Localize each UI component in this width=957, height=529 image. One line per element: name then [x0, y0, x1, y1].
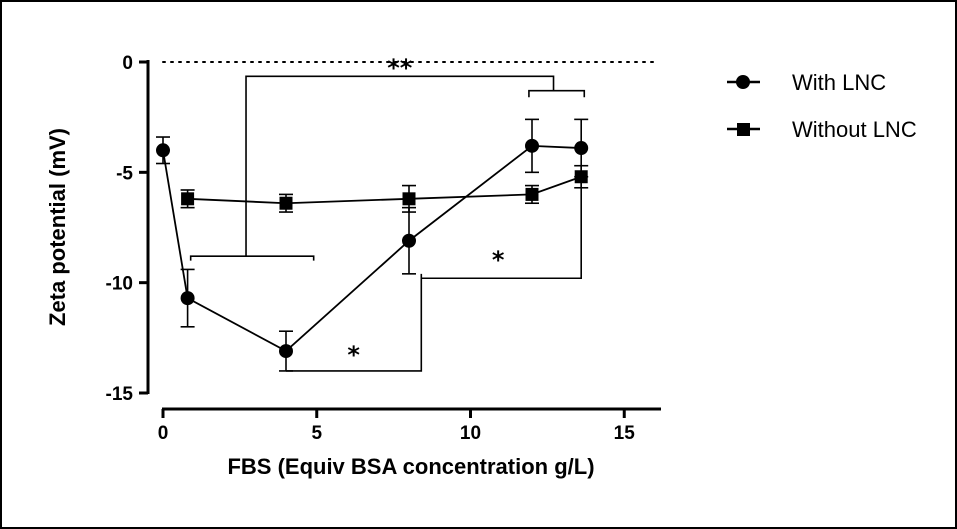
bracket-left-group [189, 255, 315, 261]
x-tick-label: 5 [311, 423, 322, 444]
data-series [156, 118, 589, 372]
x-tick-label: 10 [460, 423, 481, 444]
y-axis-ticks: 0 -5 -10 -15 [106, 53, 148, 405]
significance-mark: ** [387, 54, 413, 82]
data-point-circle [402, 233, 416, 248]
x-axis-ticks: 0 5 10 15 [158, 409, 636, 444]
legend-label-with-lnc: With LNC [792, 70, 886, 95]
data-point-square [279, 196, 293, 210]
y-axis-title: Zeta potential (mV) [45, 128, 70, 326]
significance-mark: * [347, 341, 360, 369]
y-tick-label: 0 [122, 53, 133, 74]
significance-mark: * [492, 246, 505, 274]
data-point-circle [574, 141, 589, 156]
bracket-top [245, 75, 555, 257]
legend-circle-marker-icon [736, 75, 750, 89]
x-tick-label: 0 [158, 423, 169, 444]
y-tick-label: -5 [116, 163, 133, 184]
legend: With LNC Without LNC [727, 70, 917, 142]
legend-square-marker-icon [737, 123, 750, 136]
x-axis-title: FBS (Equiv BSA concentration g/L) [227, 454, 594, 479]
bracket-right [420, 178, 583, 280]
legend-label-without-lnc: Without LNC [792, 117, 917, 142]
bracket-right-group [528, 89, 586, 98]
series-with-lnc [156, 118, 589, 372]
data-point-square [574, 170, 588, 184]
data-point-circle [180, 291, 195, 306]
bracket-bottom [286, 278, 423, 372]
series-without-lnc [180, 164, 589, 213]
data-point-circle [525, 138, 539, 153]
legend-entry-with-lnc: With LNC [727, 70, 886, 95]
y-tick-label: -15 [106, 384, 134, 405]
y-tick-label: -10 [106, 274, 133, 295]
data-point-square [525, 187, 539, 201]
x-tick-label: 15 [614, 423, 636, 444]
legend-entry-without-lnc: Without LNC [727, 117, 917, 142]
data-point-circle [279, 344, 293, 359]
data-point-square [181, 192, 195, 206]
series-line [162, 144, 582, 353]
significance-annotations: **** [162, 54, 656, 372]
axes [146, 60, 661, 411]
data-point-square [402, 192, 416, 206]
data-point-circle [156, 143, 170, 158]
